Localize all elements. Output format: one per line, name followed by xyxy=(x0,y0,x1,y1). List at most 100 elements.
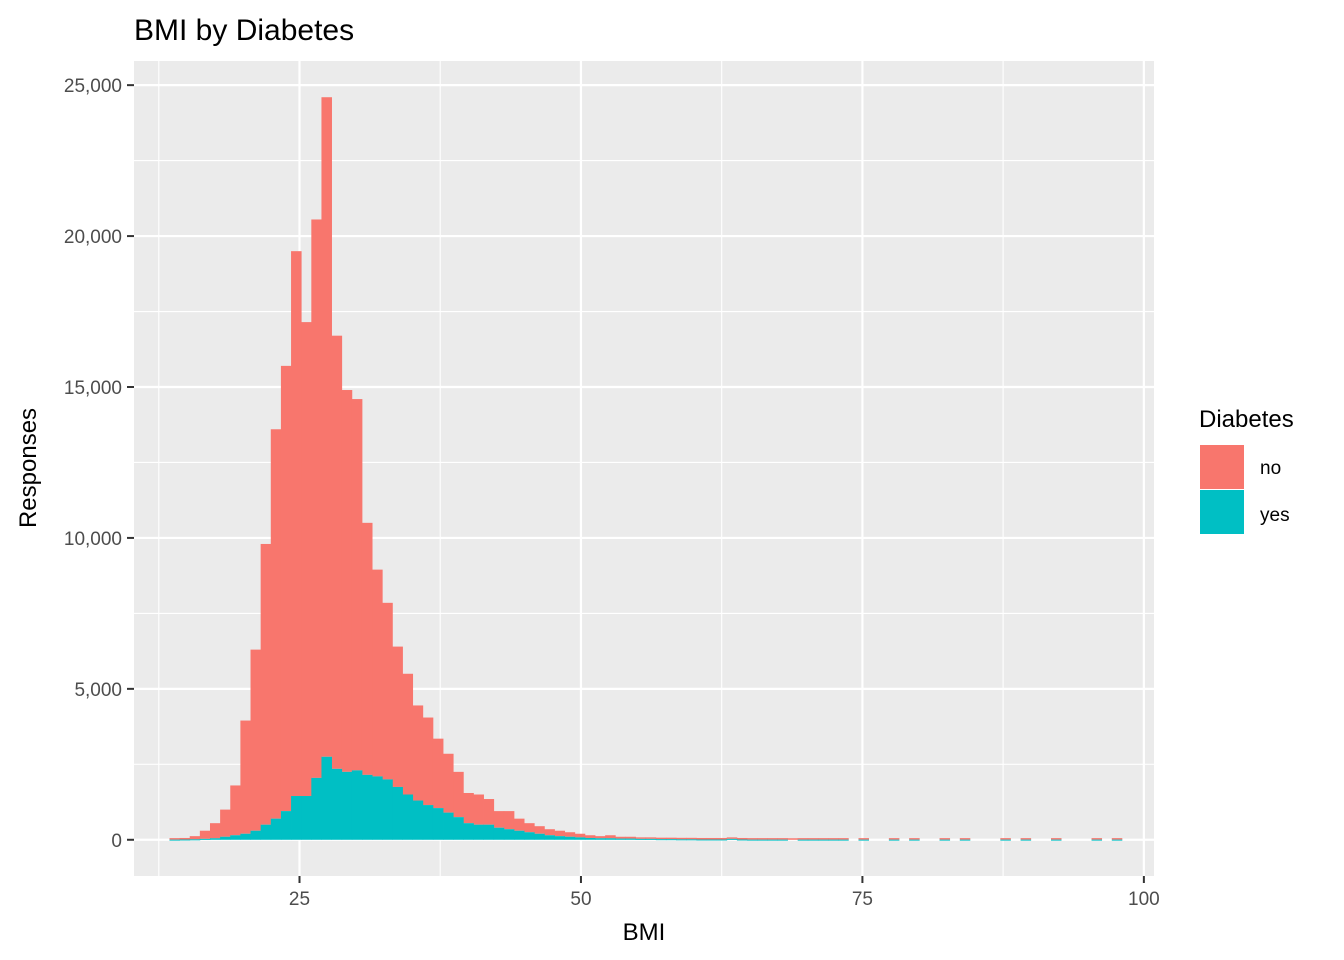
bar-yes xyxy=(625,838,636,840)
chart-title: BMI by Diabetes xyxy=(134,14,354,47)
bar-no xyxy=(250,649,262,831)
bar-no xyxy=(432,738,444,809)
bars-yes-series xyxy=(169,756,1123,841)
bar-no xyxy=(260,543,272,825)
bar-no xyxy=(817,838,829,840)
bar-yes xyxy=(696,839,707,841)
bar-no xyxy=(524,823,535,833)
bar-no xyxy=(858,838,870,840)
bar-yes xyxy=(726,838,738,840)
bar-yes xyxy=(503,829,515,840)
bar-yes xyxy=(513,830,525,840)
bar-no xyxy=(382,602,393,780)
bar-no xyxy=(584,835,596,838)
bar-yes xyxy=(1111,839,1123,841)
bar-yes xyxy=(473,824,484,840)
bar-no xyxy=(696,837,707,840)
bar-yes xyxy=(909,839,920,841)
bar-no xyxy=(767,838,778,840)
bar-yes xyxy=(665,839,677,841)
bar-no xyxy=(301,322,312,797)
bar-yes xyxy=(463,823,474,840)
y-axis-title: Responses xyxy=(15,408,42,528)
bar-no xyxy=(1000,838,1011,840)
bar-yes xyxy=(645,838,657,840)
legend-title: Diabetes xyxy=(1199,406,1294,433)
bar-no xyxy=(1111,838,1123,840)
bar-no xyxy=(615,836,626,839)
bar-no xyxy=(635,837,647,839)
plot-panel xyxy=(134,61,1154,876)
bar-yes xyxy=(686,839,697,841)
bar-yes xyxy=(402,794,414,840)
bar-yes xyxy=(807,839,819,841)
bar-yes xyxy=(341,771,353,840)
bar-no xyxy=(807,838,819,840)
bar-no xyxy=(726,837,738,839)
bar-no xyxy=(443,753,454,813)
bar-yes xyxy=(280,811,292,840)
bar-no xyxy=(513,818,525,831)
y-tick-label: 15,000 xyxy=(64,378,122,399)
bar-yes xyxy=(797,839,809,841)
y-tick-label: 5,000 xyxy=(74,680,122,701)
bar-yes xyxy=(372,776,383,840)
bar-no xyxy=(625,836,636,839)
bar-no xyxy=(169,838,180,840)
bar-no xyxy=(574,833,586,838)
bar-no xyxy=(503,811,515,830)
bar-no xyxy=(351,399,363,771)
bar-no xyxy=(777,838,788,840)
bar-no xyxy=(554,830,566,837)
bar-yes xyxy=(230,835,241,840)
bar-yes xyxy=(250,830,262,840)
bar-yes xyxy=(838,839,849,841)
bar-yes xyxy=(169,839,180,841)
bar-no xyxy=(645,837,657,839)
bar-no xyxy=(939,838,951,840)
bar-yes xyxy=(331,768,343,840)
legend-label-no: no xyxy=(1260,458,1281,479)
bar-yes xyxy=(270,818,282,840)
bar-yes xyxy=(220,836,231,840)
bar-no xyxy=(676,837,687,840)
bar-no xyxy=(564,832,576,837)
bar-no xyxy=(473,794,484,825)
bar-yes xyxy=(240,833,251,840)
bar-no xyxy=(1020,838,1032,840)
bar-no xyxy=(240,720,251,834)
bar-yes xyxy=(584,837,596,840)
bar-no xyxy=(757,838,768,840)
bar-no xyxy=(361,522,373,775)
bar-yes xyxy=(939,839,951,841)
bar-yes xyxy=(260,824,272,840)
bar-no xyxy=(220,809,231,837)
bar-yes xyxy=(351,770,363,840)
x-axis-title: BMI xyxy=(623,919,666,946)
bar-yes xyxy=(1000,839,1011,841)
bar-no xyxy=(199,830,211,839)
bar-no xyxy=(787,838,799,840)
bar-yes xyxy=(777,839,788,841)
bar-yes xyxy=(676,839,687,841)
bar-yes xyxy=(493,827,505,840)
bar-no xyxy=(655,837,667,840)
bar-yes xyxy=(959,839,971,841)
legend-key-yes xyxy=(1200,490,1244,534)
bar-no xyxy=(595,836,606,839)
bar-no xyxy=(483,799,495,825)
bar-no xyxy=(321,97,332,757)
bar-yes xyxy=(574,837,586,840)
bar-no xyxy=(1050,838,1062,840)
bar-yes xyxy=(1050,839,1062,841)
bar-no xyxy=(422,717,434,806)
bar-yes xyxy=(453,817,464,840)
x-tick-label: 25 xyxy=(289,889,310,910)
bar-no xyxy=(341,390,353,772)
bar-no xyxy=(544,829,555,836)
bar-yes xyxy=(747,839,758,841)
bar-no xyxy=(828,838,839,840)
x-tick-label: 50 xyxy=(570,889,591,910)
bar-no xyxy=(706,837,718,840)
bar-yes xyxy=(199,838,211,840)
